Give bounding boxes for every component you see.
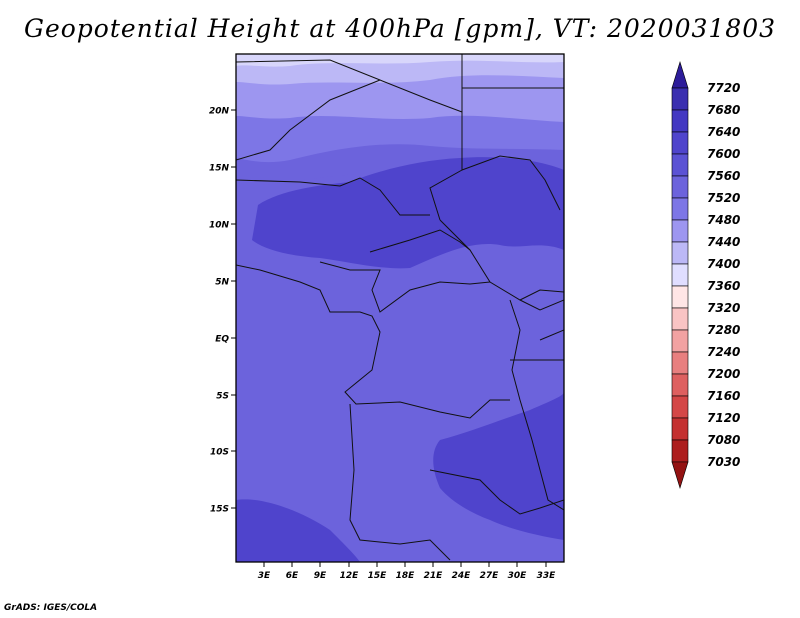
colorbar-label: 7160 — [707, 389, 740, 403]
colorbar-label: 7030 — [707, 455, 740, 469]
colorbar-swatch — [671, 417, 689, 441]
lon-label: 6E — [286, 571, 299, 581]
colorbar-swatch — [671, 219, 689, 243]
colorbar-label: 7560 — [707, 169, 740, 183]
colorbar-label: 7600 — [707, 147, 740, 161]
lon-label: 15E — [368, 571, 388, 581]
colorbar-label: 7720 — [707, 81, 740, 95]
colorbar-swatch — [671, 131, 689, 155]
colorbar-swatch — [671, 175, 689, 199]
colorbar-swatch — [671, 285, 689, 309]
lon-label: 27E — [480, 571, 500, 581]
colorbar-label: 7480 — [707, 213, 740, 227]
colorbar-top-arrow — [671, 60, 689, 89]
colorbar-label: 7360 — [707, 279, 740, 293]
colorbar-label: 7680 — [707, 103, 740, 117]
lon-label: 21E — [424, 571, 444, 581]
colorbar-swatch — [671, 329, 689, 353]
colorbar-label: 7400 — [707, 257, 740, 271]
colorbar-swatch — [671, 373, 689, 397]
colorbar-label: 7080 — [707, 433, 740, 447]
colorbar-swatch — [671, 395, 689, 419]
colorbar-label: 7280 — [707, 323, 740, 337]
lon-label: 18E — [396, 571, 416, 581]
colorbar-label: 7640 — [707, 125, 740, 139]
lat-label: 5N — [215, 278, 229, 288]
colorbar-label: 7320 — [707, 301, 740, 315]
lon-label: 30E — [508, 571, 528, 581]
colorbar-swatch — [671, 153, 689, 177]
colorbar-swatch — [671, 307, 689, 331]
lat-label: 10S — [210, 448, 229, 458]
grads-credit: GrADS: IGES/COLA — [4, 603, 98, 613]
colorbar-swatch — [671, 109, 689, 133]
colorbar-swatch — [671, 439, 689, 463]
colorbar: 7720 7680 7640 7600 7560 7520 7480 7440 7400 7360… — [671, 60, 740, 490]
height-field — [236, 54, 564, 562]
lon-label: 12E — [340, 571, 360, 581]
colorbar-label: 7120 — [707, 411, 740, 425]
colorbar-label: 7240 — [707, 345, 740, 359]
country-borders — [236, 54, 564, 561]
colorbar-label: 7520 — [707, 191, 740, 205]
lat-label: 5S — [216, 392, 229, 402]
colorbar-label: 7440 — [707, 235, 740, 249]
axis-ticks: 20N 15N 10N 5N EQ 5S 10S 15S 3E 6E 9E 12E 15E 18E 21E 2… — [209, 107, 556, 582]
chart-title: Geopotential Height at 400hPa [gpm], VT:… — [23, 14, 777, 43]
lon-label: 3E — [258, 571, 271, 581]
map-frame — [235, 53, 565, 563]
colorbar-swatch — [671, 263, 689, 287]
colorbar-swatch — [671, 87, 689, 111]
colorbar-swatch — [671, 241, 689, 265]
colorbar-swatch — [671, 351, 689, 375]
colorbar-bottom-arrow — [671, 461, 689, 490]
lat-label: EQ — [215, 335, 229, 345]
lon-label: 24E — [452, 571, 472, 581]
lat-label: 10N — [209, 221, 230, 231]
lon-label: 9E — [314, 571, 327, 581]
lon-label: 33E — [537, 571, 557, 581]
lat-label: 15S — [210, 505, 229, 515]
colorbar-label: 7200 — [707, 367, 740, 381]
colorbar-swatch — [671, 197, 689, 221]
lat-label: 15N — [209, 164, 230, 174]
lat-label: 20N — [209, 107, 230, 117]
